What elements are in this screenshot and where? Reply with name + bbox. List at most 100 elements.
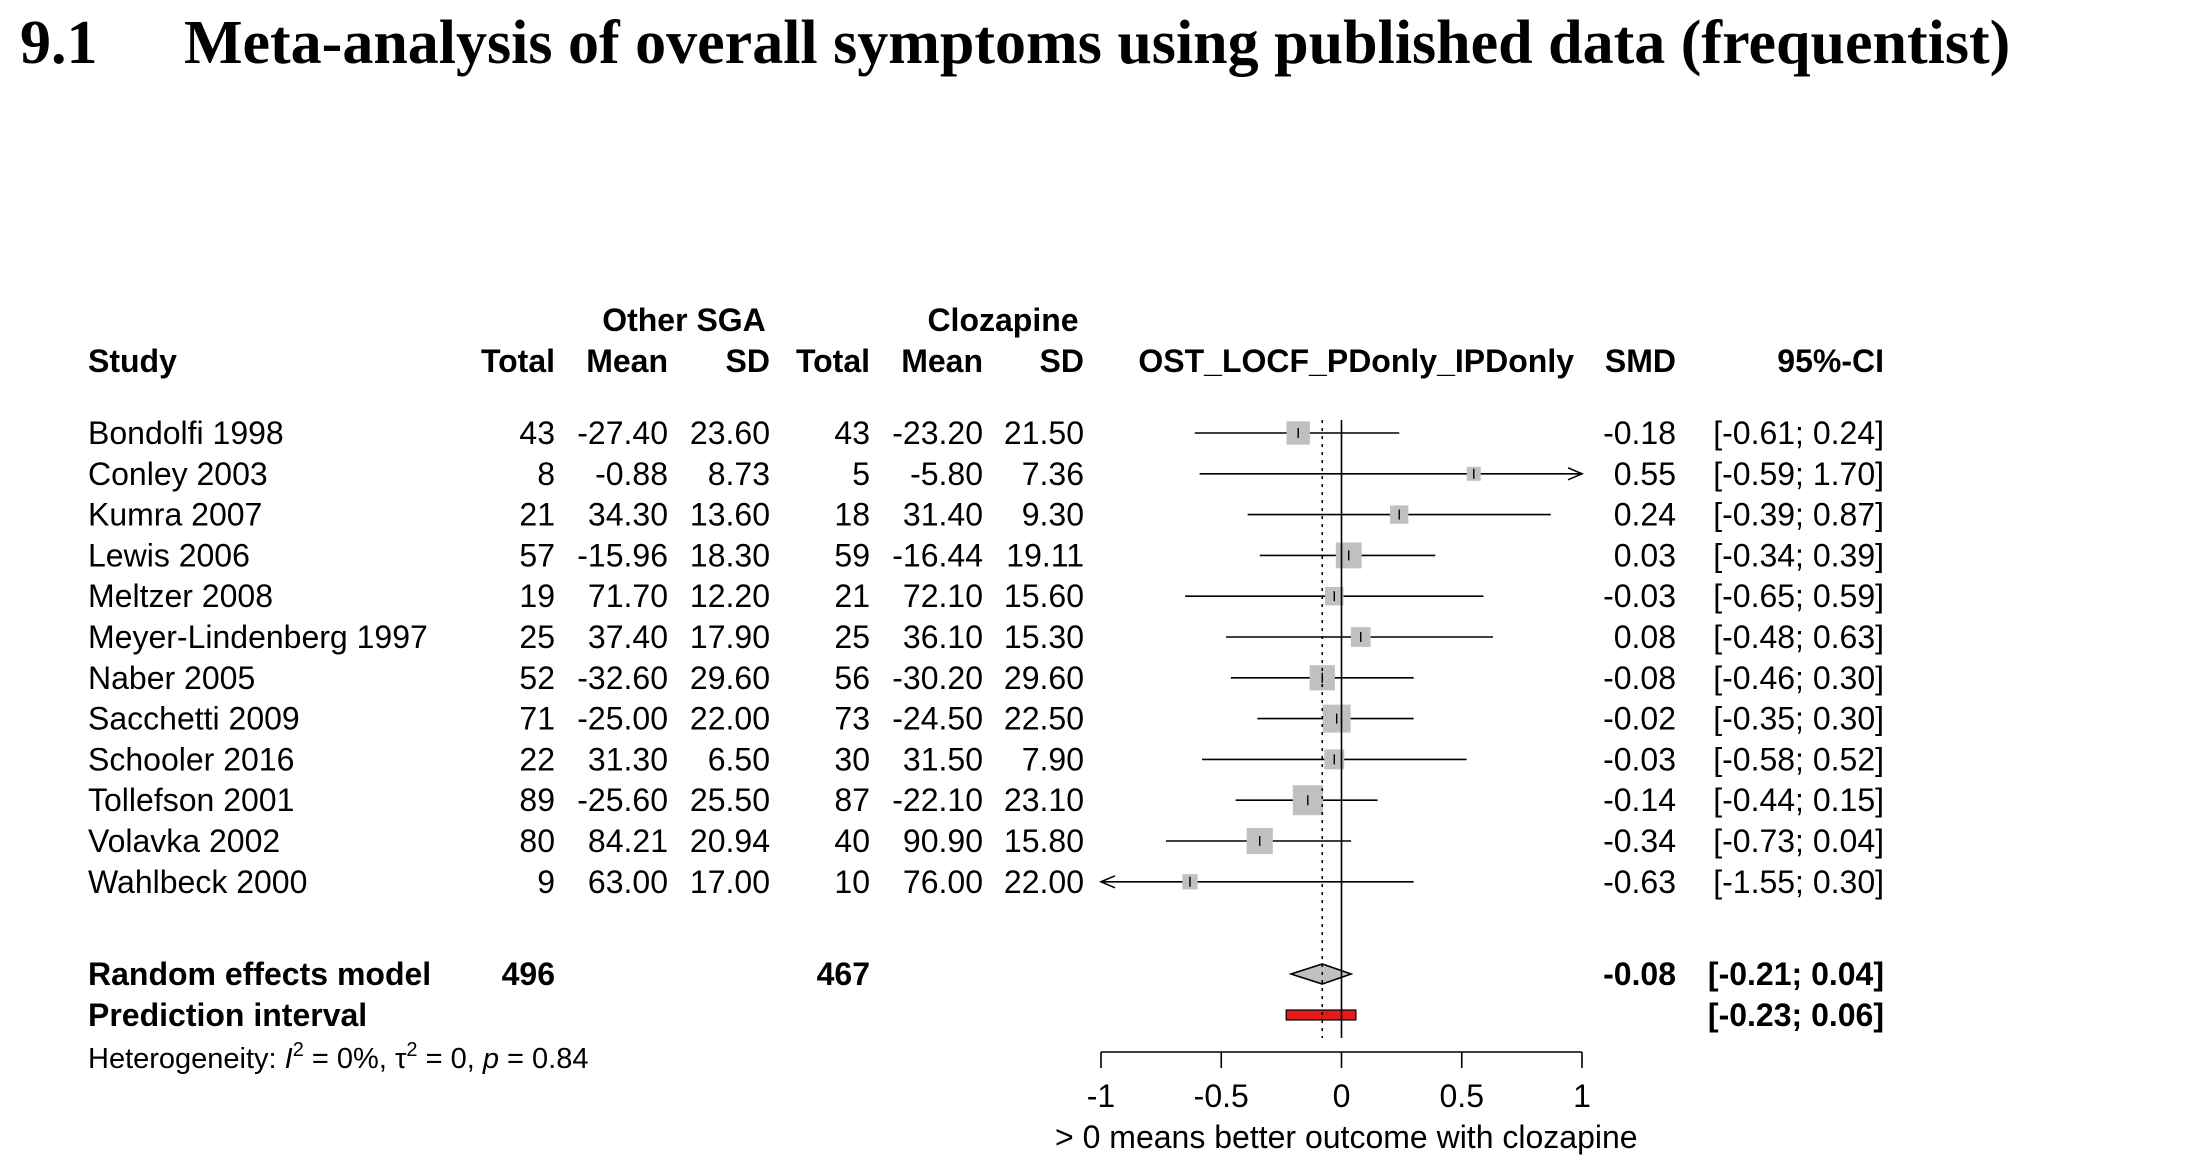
mean1-cell: 34.30 [588,497,668,533]
study-name: Schooler 2016 [88,741,294,777]
sd1-cell: 12.20 [690,578,770,614]
mean2-cell: 90.90 [903,823,983,859]
sd2-cell: 7.90 [1022,741,1084,777]
x-axis-tick-label: 0 [1333,1078,1351,1114]
ci-arrow-left [1098,875,1116,889]
sd2-cell: 21.50 [1004,415,1084,451]
heterogeneity-i2-sup: 2 [293,1039,304,1061]
heterogeneity-tau-symbol: τ [395,1043,407,1075]
mean2-cell: -30.20 [892,660,983,696]
heterogeneity-p-symbol: p [482,1043,499,1075]
total1-cell: 43 [519,415,555,451]
random-effects-label: Random effects model [88,956,431,992]
total2-cell: 73 [834,701,870,737]
mean2-cell: -5.80 [910,456,983,492]
column-header-mean2: Mean [901,343,983,379]
mean1-cell: -25.60 [577,782,668,818]
mean2-cell: 31.40 [903,497,983,533]
mean1-cell: 84.21 [588,823,668,859]
study-name: Lewis 2006 [88,537,250,573]
heterogeneity-text: Heterogeneity: I2 = 0%, τ2 = 0, p = 0.84 [88,1039,588,1075]
total2-cell: 40 [834,823,870,859]
page-title: 9.1 Meta-analysis of overall symptoms usi… [20,8,2010,79]
x-axis-tick-label: 0.5 [1440,1078,1484,1114]
study-name: Meltzer 2008 [88,578,273,614]
sd1-cell: 8.73 [708,456,770,492]
mean1-cell: 31.30 [588,741,668,777]
ci-cell: [-0.58; 0.52] [1713,741,1884,777]
study-name: Volavka 2002 [88,823,280,859]
ci-cell: [-0.59; 1.70] [1713,456,1884,492]
sd1-cell: 20.94 [690,823,770,859]
column-header-total1: Total [481,343,555,379]
smd-cell: -0.63 [1603,864,1676,900]
ci-cell: [-0.39; 0.87] [1713,497,1884,533]
total2-cell: 18 [834,497,870,533]
study-name: Naber 2005 [88,660,255,696]
total1-cell: 80 [519,823,555,859]
total1-cell: 25 [519,619,555,655]
sd1-cell: 25.50 [690,782,770,818]
total1-cell: 9 [537,864,555,900]
heterogeneity-i2-value: = 0%, [304,1043,395,1075]
smd-cell: -0.03 [1603,741,1676,777]
total1-cell: 71 [519,701,555,737]
section-title: Meta-analysis of overall symptoms using … [184,9,2011,77]
ci-cell: [-1.55; 0.30] [1713,864,1884,900]
smd-cell: -0.14 [1603,782,1676,818]
ci-cell: [-0.61; 0.24] [1713,415,1884,451]
mean1-cell: 71.70 [588,578,668,614]
sd1-cell: 6.50 [708,741,770,777]
sd2-cell: 9.30 [1022,497,1084,533]
total2-cell: 87 [834,782,870,818]
total2-cell: 43 [834,415,870,451]
total1-cell: 21 [519,497,555,533]
smd-cell: 0.08 [1614,619,1676,655]
random-effects-total2: 467 [817,956,870,992]
prediction-interval-ci: [-0.23; 0.06] [1708,997,1884,1033]
smd-cell: -0.02 [1603,701,1676,737]
column-header-plot: OST_LOCF_PDonly_IPDonly [1138,343,1574,379]
sd1-cell: 23.60 [690,415,770,451]
random-effects-total1: 496 [502,956,555,992]
x-axis-label: > 0 means better outcome with clozapine [1055,1119,1638,1155]
random-effects-smd: -0.08 [1603,956,1676,992]
sd2-cell: 19.11 [1006,537,1084,573]
sd2-cell: 15.60 [1004,578,1084,614]
column-header-study: Study [88,343,177,379]
mean1-cell: -32.60 [577,660,668,696]
column-header-sd2: SD [1040,343,1084,379]
sd1-cell: 17.00 [690,864,770,900]
mean2-cell: 76.00 [903,864,983,900]
study-name: Tollefson 2001 [88,782,294,818]
mean1-cell: 37.40 [588,619,668,655]
sd1-cell: 29.60 [690,660,770,696]
total1-cell: 8 [537,456,555,492]
smd-cell: 0.03 [1614,537,1676,573]
smd-cell: -0.34 [1603,823,1676,859]
smd-cell: -0.03 [1603,578,1676,614]
smd-cell: -0.18 [1603,415,1676,451]
total2-cell: 21 [834,578,870,614]
ci-cell: [-0.34; 0.39] [1713,537,1884,573]
heterogeneity-prefix: Heterogeneity: [88,1043,285,1075]
smd-cell: 0.24 [1614,497,1676,533]
total2-cell: 56 [834,660,870,696]
study-name: Wahlbeck 2000 [88,864,307,900]
heterogeneity-tau-value: = 0, [418,1043,483,1075]
heterogeneity-p-value: = 0.84 [499,1043,589,1075]
ci-cell: [-0.73; 0.04] [1713,823,1884,859]
sd2-cell: 15.30 [1004,619,1084,655]
smd-cell: -0.08 [1603,660,1676,696]
ci-cell: [-0.48; 0.63] [1713,619,1884,655]
study-name: Conley 2003 [88,456,268,492]
sd1-cell: 18.30 [690,537,770,573]
prediction-interval-label: Prediction interval [88,997,367,1033]
mean2-cell: -22.10 [892,782,983,818]
ci-cell: [-0.35; 0.30] [1713,701,1884,737]
total2-cell: 59 [834,537,870,573]
study-name: Kumra 2007 [88,497,262,533]
total1-cell: 19 [519,578,555,614]
sd2-cell: 23.10 [1004,782,1084,818]
mean2-cell: 31.50 [903,741,983,777]
